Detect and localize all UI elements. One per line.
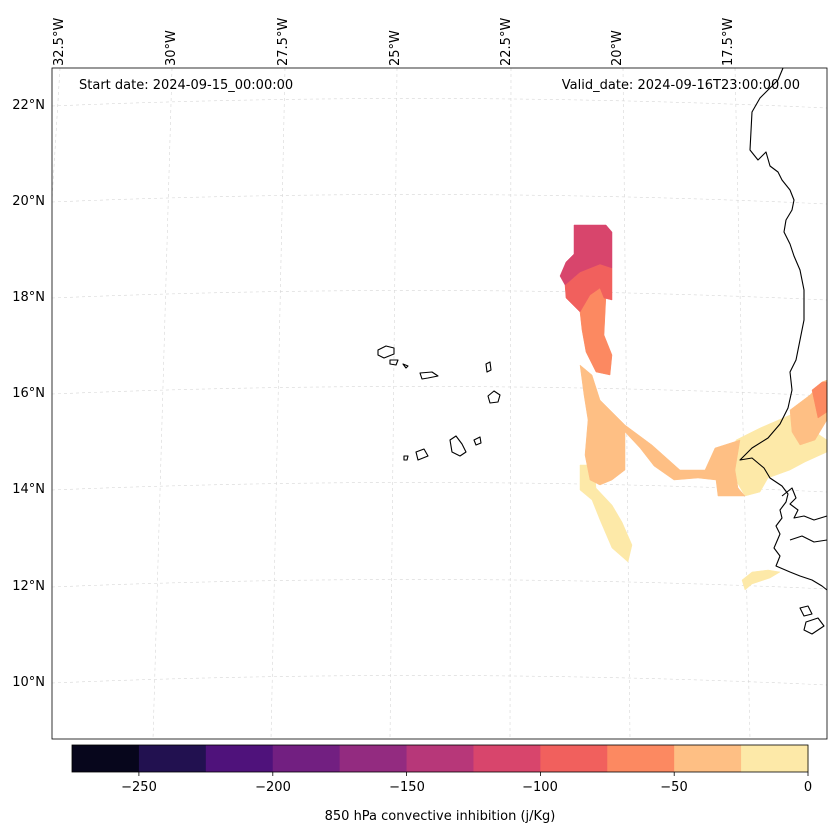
cb-tick-100: −100 [522,780,558,795]
parallel-14N [51,482,828,493]
cape-verde-island-2 [389,359,399,366]
cb-tick-50: −50 [660,780,688,795]
cb-tick-0: 0 [803,780,813,795]
lat-label-16N: 16°N [12,386,45,401]
cape-verde-island-8 [473,436,482,446]
lon-label-17-5W: 17.5°W [721,17,736,66]
parallel-12N [51,579,828,590]
lat-label-18N: 18°N [12,290,45,305]
cb-tick-200: −200 [255,780,291,795]
meridian-17-5W [734,67,751,740]
colorbar [72,745,809,772]
lat-label-12N: 12°N [12,579,45,594]
map-border [51,67,828,740]
graticule [51,67,828,740]
cin-region-0-to-25-south [741,569,781,591]
africa-coastline [739,67,828,591]
lat-label-20N: 20°N [12,194,45,209]
lon-label-32-5W: 32.5°W [52,17,67,66]
colorbar-border [71,744,809,773]
colorbar-segment [272,745,341,772]
lat-label-10N: 10°N [12,675,45,690]
meridian-32-5W [51,67,61,201]
lon-label-22-5W: 22.5°W [499,17,514,66]
meridian-27-5W [270,67,286,740]
lat-label-22N: 22°N [12,98,45,113]
valid-date-label: Valid_date: 2024-09-16T23:00:00.00 [561,78,800,93]
start-date-label: Start date: 2024-09-15_00:00:00 [79,78,294,93]
lon-label-30W: 30°W [164,30,179,66]
cape-verde-island-1 [377,345,395,359]
lon-label-20W: 20°W [610,30,625,66]
colorbar-segment [674,745,742,772]
cb-tick-150: −150 [389,780,425,795]
colorbar-segment [138,745,207,772]
lon-label-27-5W: 27.5°W [276,17,291,66]
map-frame [52,68,827,739]
cape-verde-island-10 [403,455,409,461]
cape-verde-island-5 [485,361,492,373]
cb-tick-250: −250 [121,780,157,795]
parallel-10N [51,675,828,686]
meridian-22-5W [509,67,512,740]
colorbar-segment [473,745,541,772]
cin-field [559,224,828,591]
colorbar-segment [607,745,675,772]
coastlines [377,67,828,635]
bijagos-islands [799,605,825,635]
colorbar-segment [205,745,274,772]
cin-region-100-to-125 [559,224,613,286]
colorbar-segment [741,745,809,772]
cape-verde-island-9 [415,448,429,461]
cape-verde-island-4 [419,371,439,380]
cape-verde-island-7 [449,435,467,457]
cin-region-25-to-50 [579,364,746,497]
cape-verde-island-6 [487,390,501,404]
meridian-20W [622,67,631,740]
colorbar-title: 850 hPa convective inhibition (j/Kg) [324,809,556,824]
meridian-30W [152,67,173,740]
colorbar-segment [339,745,408,772]
colorbar-segment [406,745,475,772]
colorbar-tick-marks [138,772,809,776]
parallel-18N [51,290,828,301]
colorbar-segment [540,745,608,772]
parallel-22N [51,98,828,109]
gambia-river [781,487,828,521]
parallel-16N [51,386,828,397]
parallel-20N [51,194,828,205]
meridian-25W [389,67,398,740]
lon-label-25W: 25°W [388,30,403,66]
cape-verde-island-3 [402,363,409,369]
cin-region-0-to-25 [579,464,633,563]
guinea-coast-detail [789,535,828,543]
colorbar-segment [72,745,140,772]
lat-label-14N: 14°N [12,482,45,497]
